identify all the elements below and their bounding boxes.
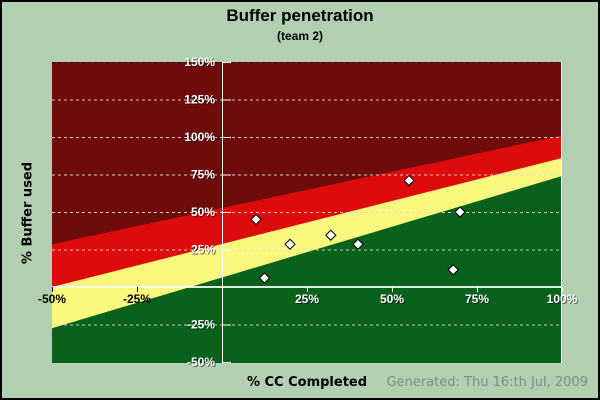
y-tick-label: 25%	[191, 243, 215, 257]
y-tick-label: 75%	[191, 168, 215, 182]
x-tick-label-shadow: 100%	[548, 293, 579, 307]
data-point-diamond	[284, 238, 296, 250]
y-tick-label: 100%	[184, 130, 215, 144]
x-tick-label: 50%	[380, 292, 404, 306]
x-tick-label: -25%	[123, 292, 151, 306]
zone-green	[52, 176, 562, 363]
y-tick-label-shadow: 100%	[185, 131, 216, 145]
y-tick-label: 50%	[191, 205, 215, 219]
y-tick-label-shadow: 75%	[192, 169, 216, 183]
data-point-diamond	[447, 264, 459, 276]
chart-subtitle: (team 2)	[276, 29, 323, 43]
generated-timestamp: Generated: Thu 16:th Jul, 2009	[386, 375, 588, 390]
y-tick-label-shadow: 150%	[185, 56, 216, 70]
y-tick-label: 150%	[184, 55, 215, 69]
y-tick-label: 125%	[184, 93, 215, 107]
x-tick-label-shadow: 25%	[296, 293, 320, 307]
data-point-diamond	[454, 206, 466, 218]
x-tick-label-shadow: 50%	[381, 293, 405, 307]
plot-area: -50% -25% 25%25% 50%50% 75%75% 100%100%150%15…	[38, 55, 579, 370]
x-tick-label: 75%	[465, 292, 489, 306]
y-tick-label-shadow: 125%	[185, 94, 216, 108]
y-tick-label-shadow: 50%	[192, 206, 216, 220]
y-tick-label-shadow: 25%	[192, 244, 216, 258]
x-tick-label: -50%	[38, 292, 66, 306]
data-point-diamond	[258, 272, 271, 284]
chart-title: Buffer penetration	[226, 6, 374, 25]
y-tick-label-shadow: -50%	[188, 356, 216, 370]
y-axis-title: % Buffer used	[20, 161, 36, 265]
data-point-diamond	[250, 213, 262, 226]
y-tick-label: -50%	[187, 355, 215, 369]
data-point-diamond	[352, 238, 364, 250]
data-point-diamond	[403, 174, 415, 187]
data-point-diamond	[325, 229, 337, 241]
y-tick-label: -25%	[187, 318, 215, 332]
x-tick-label: 100%	[547, 292, 578, 306]
x-tick-label-shadow: 75%	[466, 293, 490, 307]
x-tick-label: 25%	[295, 292, 319, 306]
x-axis-title: % CC Completed	[246, 375, 368, 390]
y-tick-label-shadow: -25%	[188, 319, 216, 333]
